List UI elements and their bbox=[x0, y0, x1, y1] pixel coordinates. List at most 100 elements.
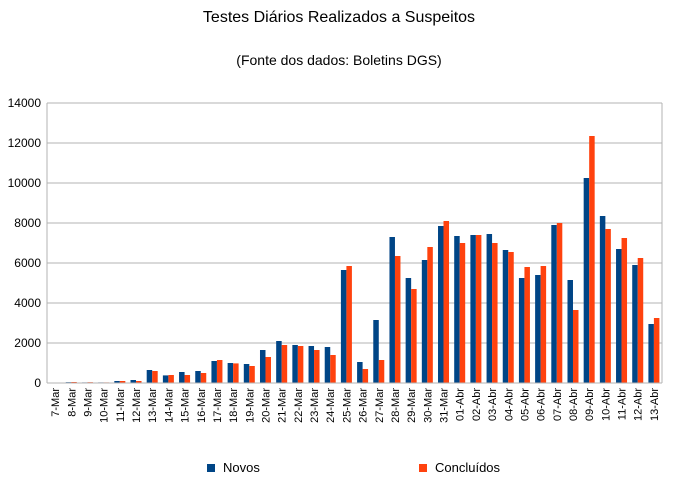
bar-novos bbox=[308, 346, 315, 383]
bar-novos bbox=[373, 320, 379, 383]
legend-item-concluidos: Concluídos bbox=[419, 460, 500, 475]
bar-concluidos bbox=[314, 350, 320, 383]
bar-novos bbox=[324, 347, 331, 383]
x-tick-label: 29-Mar bbox=[406, 388, 418, 423]
bar-concluidos bbox=[152, 371, 158, 383]
x-tick-label: 13-Abr bbox=[649, 388, 661, 421]
bar-concluidos bbox=[572, 310, 579, 383]
x-tick-label: 02-Abr bbox=[471, 388, 483, 421]
bar-novos bbox=[454, 236, 460, 383]
bar-novos bbox=[227, 363, 234, 383]
bar-novos bbox=[535, 275, 541, 383]
bar-novos bbox=[114, 381, 120, 383]
x-tick-label: 10-Mar bbox=[99, 388, 111, 423]
bar-novos bbox=[421, 260, 428, 383]
y-tick-label: 6000 bbox=[14, 256, 41, 270]
x-tick-label: 18-Mar bbox=[228, 388, 240, 423]
bar-novos bbox=[211, 361, 217, 383]
bar-concluidos bbox=[184, 375, 191, 383]
x-tick-label: 07-Abr bbox=[552, 388, 564, 421]
bar-novos bbox=[389, 237, 395, 383]
bar-concluidos bbox=[168, 375, 174, 383]
x-tick-label: 01-Abr bbox=[455, 388, 467, 421]
bar-concluidos bbox=[459, 243, 466, 383]
x-tick-label: 17-Mar bbox=[212, 388, 224, 423]
bar-novos bbox=[551, 225, 557, 383]
bar-concluidos bbox=[249, 366, 255, 383]
x-tick-label: 22-Mar bbox=[293, 388, 305, 423]
x-tick-label: 25-Mar bbox=[341, 388, 353, 423]
bar-concluidos bbox=[540, 266, 547, 383]
x-tick-label: 15-Mar bbox=[180, 388, 192, 423]
bar-novos bbox=[243, 364, 250, 383]
x-tick-label: 12-Mar bbox=[131, 388, 143, 423]
bar-novos bbox=[292, 345, 298, 383]
bar-novos bbox=[567, 280, 573, 383]
bar-concluidos bbox=[378, 360, 385, 383]
bar-novos bbox=[616, 249, 622, 383]
y-tick-label: 2000 bbox=[14, 336, 41, 350]
y-tick-label: 0 bbox=[34, 376, 41, 390]
bar-novos bbox=[146, 370, 153, 383]
x-tick-label: 26-Mar bbox=[358, 388, 370, 423]
bar-concluidos bbox=[362, 369, 369, 383]
legend-swatch-novos bbox=[207, 463, 215, 472]
bar-concluidos bbox=[524, 267, 530, 383]
bar-novos bbox=[405, 278, 412, 383]
chart-subtitle: (Fonte dos dados: Boletins DGS) bbox=[236, 52, 442, 68]
y-tick-label: 8000 bbox=[14, 216, 41, 230]
x-tick-label: 06-Abr bbox=[536, 388, 548, 421]
x-tick-label: 27-Mar bbox=[374, 388, 386, 423]
x-tick-label: 09-Abr bbox=[584, 388, 596, 421]
bar-novos bbox=[518, 278, 525, 383]
bar-novos bbox=[259, 350, 266, 383]
bar-concluidos bbox=[119, 381, 126, 383]
legend-swatch-concluidos bbox=[419, 463, 427, 472]
x-tick-label: 7-Mar bbox=[50, 388, 62, 417]
bar-concluidos bbox=[427, 247, 433, 383]
x-tick-label: 10-Abr bbox=[600, 388, 612, 421]
bar-concluidos bbox=[589, 136, 595, 383]
bar-concluidos bbox=[653, 318, 660, 383]
bar-concluidos bbox=[200, 373, 207, 383]
bar-concluidos bbox=[621, 238, 628, 383]
bar-concluidos bbox=[637, 258, 644, 383]
bar-novos bbox=[130, 380, 137, 383]
x-tick-label: 8-Mar bbox=[66, 388, 78, 417]
bar-novos bbox=[162, 375, 169, 383]
bar-novos bbox=[632, 265, 638, 383]
x-tick-label: 31-Mar bbox=[439, 388, 451, 423]
bar-concluidos bbox=[136, 381, 142, 383]
bar-novos bbox=[357, 362, 363, 383]
y-tick-label: 12000 bbox=[8, 136, 42, 150]
x-tick-label: 11-Abr bbox=[617, 388, 629, 421]
x-tick-label: 30-Mar bbox=[422, 388, 434, 423]
bar-concluidos bbox=[394, 256, 401, 383]
y-tick-label: 10000 bbox=[8, 176, 42, 190]
y-tick-label: 14000 bbox=[8, 96, 42, 110]
bar-novos bbox=[648, 324, 654, 383]
bar-novos bbox=[502, 250, 509, 383]
bar-concluidos bbox=[411, 289, 417, 383]
x-tick-label: 23-Mar bbox=[309, 388, 321, 423]
legend-label-novos: Novos bbox=[223, 460, 260, 475]
bar-novos bbox=[340, 270, 347, 383]
bar-concluidos bbox=[492, 243, 498, 383]
bar-concluidos bbox=[297, 346, 304, 383]
bar-concluidos bbox=[216, 360, 223, 383]
x-tick-label: 9-Mar bbox=[82, 388, 94, 417]
bar-concluidos bbox=[281, 345, 288, 383]
bar-novos bbox=[486, 234, 493, 383]
legend-item-novos: Novos bbox=[207, 460, 260, 475]
x-tick-label: 16-Mar bbox=[196, 388, 208, 423]
x-tick-label: 04-Abr bbox=[503, 388, 515, 421]
bar-concluidos bbox=[443, 221, 450, 383]
bar-concluidos bbox=[330, 355, 336, 383]
bar-novos bbox=[583, 178, 590, 383]
bar-concluidos bbox=[508, 252, 514, 383]
bar-concluidos bbox=[346, 266, 352, 383]
x-tick-label: 05-Abr bbox=[519, 388, 531, 421]
bar-novos bbox=[470, 235, 476, 383]
x-tick-label: 24-Mar bbox=[325, 388, 337, 423]
